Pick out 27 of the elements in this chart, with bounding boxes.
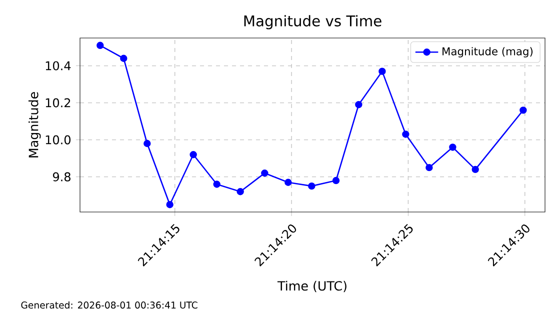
text: Generated: 2026-08-01 00:36:41 UTC [21,301,198,309]
point [284,178,292,186]
y-tick-label: 10.4 [46,61,71,70]
point [472,166,479,174]
point [96,42,104,50]
y-tick-label: 10.0 [46,135,70,144]
point [332,176,340,184]
point [520,106,527,114]
point [236,188,244,196]
legend-label: Magnitude (mag) [442,47,533,58]
point [261,170,268,177]
y-tick-label: 9.8 [52,172,70,182]
point [144,140,151,148]
point [426,164,433,172]
point [308,182,316,190]
point [190,151,197,158]
chart-title: Magnitude vs Time [244,15,382,30]
point [166,200,174,208]
y-axis-title: Magnitude [28,92,41,158]
point [402,130,410,138]
point [449,144,456,151]
point [213,180,220,188]
point [378,68,386,75]
y-tick-label: 10.2 [46,98,70,108]
x-axis-title: Time (UTC) [277,280,346,292]
point [355,101,362,108]
point [120,54,128,62]
